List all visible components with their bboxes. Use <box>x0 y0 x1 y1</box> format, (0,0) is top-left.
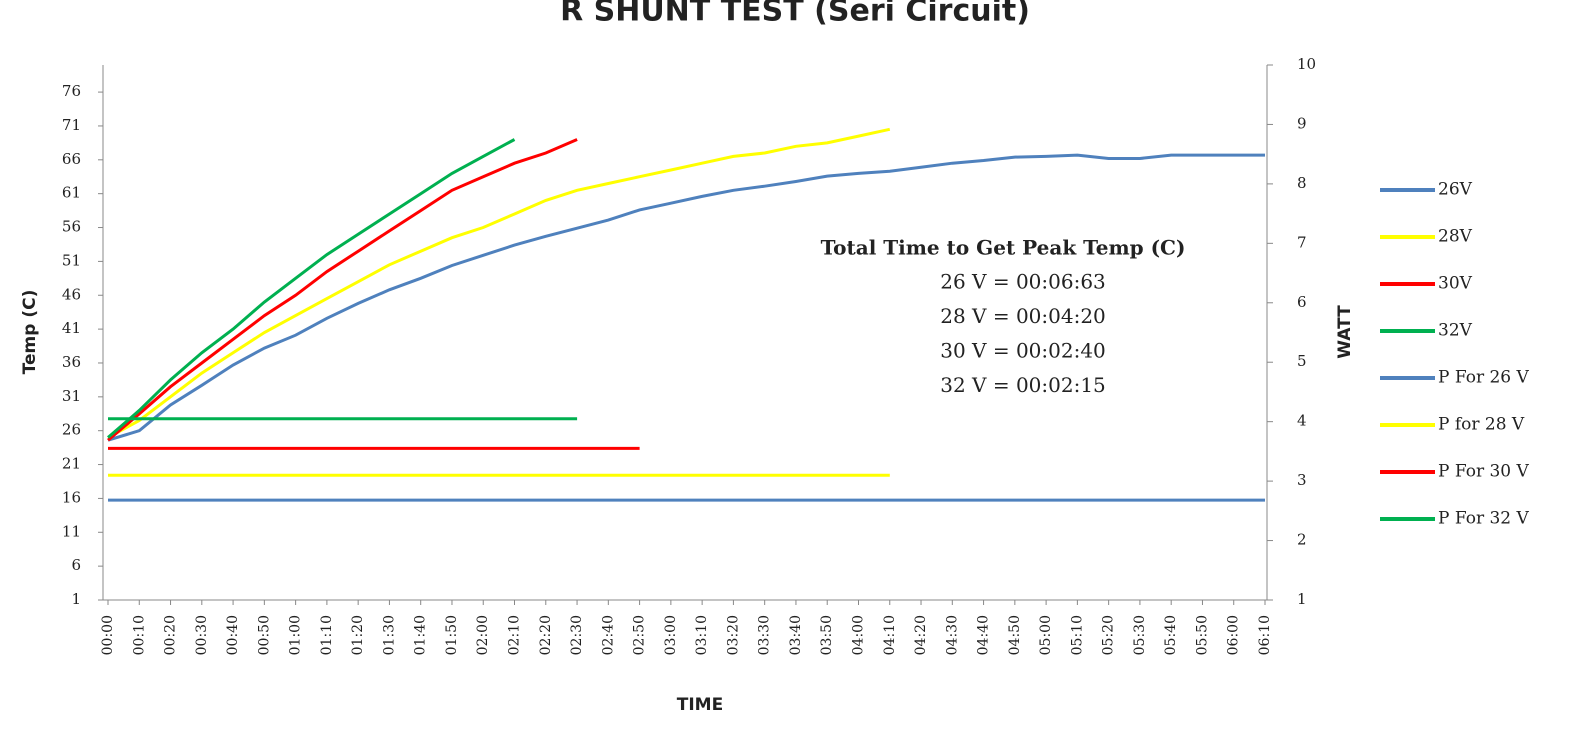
x-tick-label: 02:40 <box>600 615 616 655</box>
x-tick-label: 03:10 <box>694 615 710 655</box>
x-tick-label: 00:10 <box>131 615 147 655</box>
x-tick-label: 00:20 <box>163 615 179 655</box>
x-tick-label: 05:40 <box>1163 615 1179 655</box>
x-tick-label: 02:20 <box>538 615 554 655</box>
y-tick-label: 31 <box>62 387 81 405</box>
y2-tick-label: 5 <box>1297 352 1307 370</box>
y-tick-label: 26 <box>62 421 81 439</box>
data-line <box>107 127 891 439</box>
y2-axis-label: WATT <box>1335 305 1355 359</box>
annotation-line: 26 V = 00:06:63 <box>940 270 1106 294</box>
data-line <box>107 138 578 442</box>
legend-label: 28V <box>1438 227 1473 247</box>
legend-label: 32V <box>1438 321 1473 341</box>
y-tick-label: 51 <box>62 251 81 269</box>
y-tick-label: 56 <box>62 218 81 236</box>
y-axis-label: Temp (C) <box>20 290 40 375</box>
data-line <box>107 138 516 439</box>
x-tick-label: 02:10 <box>507 615 523 655</box>
y-tick-label: 1 <box>71 590 81 608</box>
x-tick-label: 03:20 <box>725 615 741 655</box>
x-tick-label: 02:30 <box>569 615 585 655</box>
x-tick-label: 01:10 <box>319 615 335 655</box>
x-tick-label: 03:00 <box>663 615 679 655</box>
x-tick-label: 05:50 <box>1194 615 1210 655</box>
legend-label: P for 28 V <box>1438 415 1525 435</box>
y-tick-label: 21 <box>62 455 81 473</box>
x-tick-label: 05:20 <box>1101 615 1117 655</box>
x-tick-label: 02:00 <box>475 615 491 655</box>
x-tick-label: 05:10 <box>1069 615 1085 655</box>
x-tick-label: 00:30 <box>194 615 210 655</box>
x-tick-label: 04:50 <box>1007 615 1023 655</box>
x-tick-label: 03:40 <box>788 615 804 655</box>
annotation-line: 30 V = 00:02:40 <box>940 339 1106 363</box>
x-tick-label: 04:40 <box>976 615 992 655</box>
y-tick-label: 41 <box>62 319 81 337</box>
x-tick-label: 03:50 <box>819 615 835 655</box>
x-tick-label: 06:00 <box>1226 615 1242 655</box>
x-tick-label: 02:50 <box>632 615 648 655</box>
y2-tick-label: 10 <box>1297 55 1316 73</box>
y2-tick-label: 2 <box>1297 531 1307 549</box>
x-tick-label: 00:40 <box>225 615 241 655</box>
y2-tick-label: 9 <box>1297 114 1307 132</box>
y-tick-label: 46 <box>62 285 81 303</box>
x-tick-label: 00:50 <box>256 615 272 655</box>
chart-title: R SHUNT TEST (Seri Circuit) <box>560 0 1030 29</box>
y2-tick-label: 8 <box>1297 174 1307 192</box>
y-tick-label: 11 <box>62 522 81 540</box>
legend-label: 30V <box>1438 274 1473 294</box>
x-axis-label: TIME <box>677 695 723 715</box>
y2-tick-label: 3 <box>1297 471 1307 489</box>
x-tick-label: 01:00 <box>288 615 304 655</box>
x-tick-label: 03:30 <box>757 615 773 655</box>
annotation-title: Total Time to Get Peak Temp (C) <box>821 236 1186 260</box>
x-tick-label: 05:00 <box>1038 615 1054 655</box>
x-tick-label: 06:10 <box>1257 615 1273 655</box>
y2-tick-label: 6 <box>1297 293 1307 311</box>
y-tick-label: 6 <box>71 556 81 574</box>
legend-label: 26V <box>1438 180 1473 200</box>
x-tick-label: 04:10 <box>882 615 898 655</box>
y-tick-label: 61 <box>62 184 81 202</box>
x-tick-label: 01:30 <box>381 615 397 655</box>
y-tick-label: 66 <box>62 150 81 168</box>
x-tick-label: 04:20 <box>913 615 929 655</box>
annotation-line: 28 V = 00:04:20 <box>940 304 1106 328</box>
x-tick-label: 04:00 <box>850 615 866 655</box>
data-line <box>107 153 1265 442</box>
legend-label: P For 30 V <box>1438 462 1530 482</box>
legend-label: P For 26 V <box>1438 368 1530 388</box>
y2-tick-label: 4 <box>1297 412 1307 430</box>
y2-tick-label: 1 <box>1297 590 1307 608</box>
x-tick-label: 04:30 <box>944 615 960 655</box>
x-tick-label: 01:50 <box>444 615 460 655</box>
y-tick-label: 36 <box>62 353 81 371</box>
x-tick-label: 01:40 <box>413 615 429 655</box>
x-tick-label: 00:00 <box>100 615 116 655</box>
y-tick-label: 16 <box>62 488 81 506</box>
y2-tick-label: 7 <box>1297 233 1307 251</box>
annotation-line: 32 V = 00:02:15 <box>940 373 1106 397</box>
x-tick-label: 05:30 <box>1132 615 1148 655</box>
legend-label: P For 32 V <box>1438 509 1530 529</box>
y-tick-label: 76 <box>62 82 81 100</box>
y-tick-label: 71 <box>62 116 81 134</box>
x-tick-label: 01:20 <box>350 615 366 655</box>
